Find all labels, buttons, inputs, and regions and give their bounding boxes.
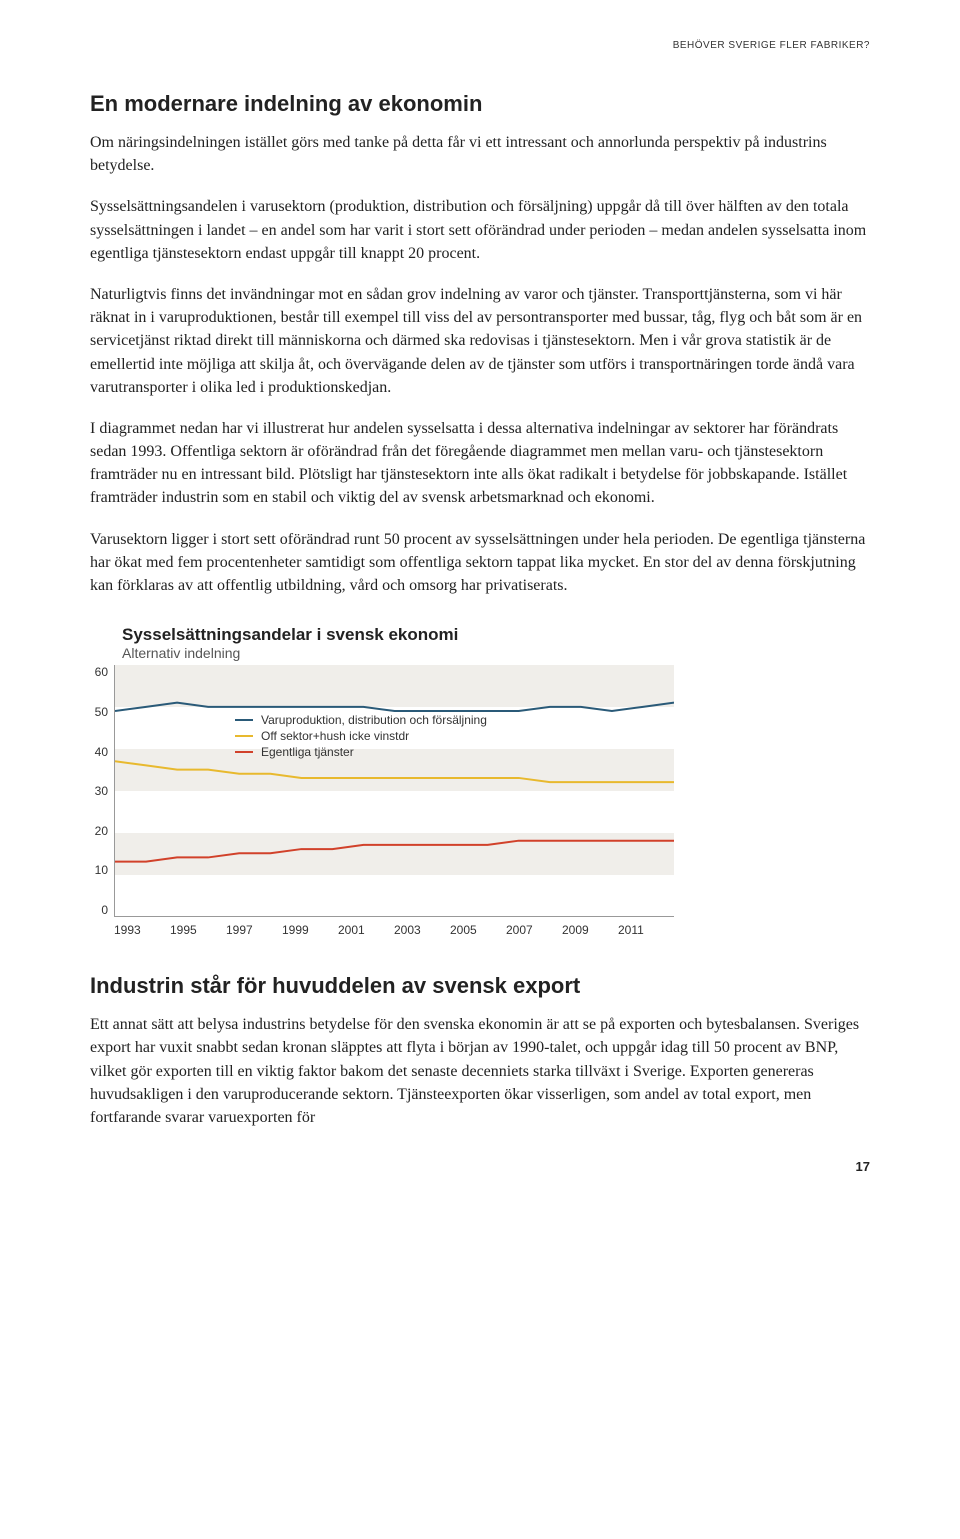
body-paragraph: Sysselsättningsandelen i varusektorn (pr… bbox=[90, 195, 870, 265]
x-tick-label: 2009 bbox=[562, 923, 618, 937]
chart-series-line bbox=[115, 841, 674, 862]
legend-swatch bbox=[235, 735, 253, 737]
chart-lines bbox=[115, 665, 674, 916]
x-tick-label: 2007 bbox=[506, 923, 562, 937]
chart-title: Sysselsättningsandelar i svensk ekonomi bbox=[122, 625, 870, 645]
running-header: BEHÖVER SVERIGE FLER FABRIKER? bbox=[90, 40, 870, 51]
x-tick-label: 1997 bbox=[226, 923, 282, 937]
chart-legend: Varuproduktion, distribution och försälj… bbox=[235, 713, 487, 761]
chart-plot-area: Varuproduktion, distribution och försälj… bbox=[114, 665, 674, 917]
section-title: En modernare indelning av ekonomin bbox=[90, 91, 870, 117]
y-tick-label: 10 bbox=[90, 863, 108, 877]
x-tick-label: 2001 bbox=[338, 923, 394, 937]
chart-series-line bbox=[115, 761, 674, 782]
legend-item: Egentliga tjänster bbox=[235, 745, 487, 759]
legend-swatch bbox=[235, 751, 253, 753]
legend-swatch bbox=[235, 719, 253, 721]
body-paragraph: I diagrammet nedan har vi illustrerat hu… bbox=[90, 417, 870, 510]
y-tick-label: 60 bbox=[90, 665, 108, 679]
chart-subtitle: Alternativ indelning bbox=[122, 645, 870, 661]
y-axis: 60 50 40 30 20 10 0 bbox=[90, 665, 114, 917]
legend-label: Varuproduktion, distribution och försälj… bbox=[261, 713, 487, 727]
y-tick-label: 40 bbox=[90, 745, 108, 759]
legend-item: Varuproduktion, distribution och försälj… bbox=[235, 713, 487, 727]
legend-item: Off sektor+hush icke vinstdr bbox=[235, 729, 487, 743]
body-paragraph: Varusektorn ligger i stort sett oförändr… bbox=[90, 528, 870, 598]
page-number: 17 bbox=[90, 1159, 870, 1174]
x-tick-label: 1999 bbox=[282, 923, 338, 937]
body-paragraph: Ett annat sätt att belysa industrins bet… bbox=[90, 1013, 870, 1129]
subsection-title: Industrin står för huvuddelen av svensk … bbox=[90, 973, 870, 999]
x-tick-label: 2011 bbox=[618, 923, 674, 937]
y-tick-label: 20 bbox=[90, 824, 108, 838]
employment-share-chart: Sysselsättningsandelar i svensk ekonomi … bbox=[90, 625, 870, 937]
x-tick-label: 2003 bbox=[394, 923, 450, 937]
body-paragraph: Om näringsindelningen istället görs med … bbox=[90, 131, 870, 177]
y-tick-label: 50 bbox=[90, 705, 108, 719]
x-tick-label: 2005 bbox=[450, 923, 506, 937]
legend-label: Off sektor+hush icke vinstdr bbox=[261, 729, 409, 743]
x-axis: 1993199519971999200120032005200720092011 bbox=[114, 923, 674, 937]
x-tick-label: 1993 bbox=[114, 923, 170, 937]
x-tick-label: 1995 bbox=[170, 923, 226, 937]
y-tick-label: 30 bbox=[90, 784, 108, 798]
y-tick-label: 0 bbox=[90, 903, 108, 917]
chart-series-line bbox=[115, 703, 674, 711]
legend-label: Egentliga tjänster bbox=[261, 745, 354, 759]
body-paragraph: Naturligtvis finns det invändningar mot … bbox=[90, 283, 870, 399]
